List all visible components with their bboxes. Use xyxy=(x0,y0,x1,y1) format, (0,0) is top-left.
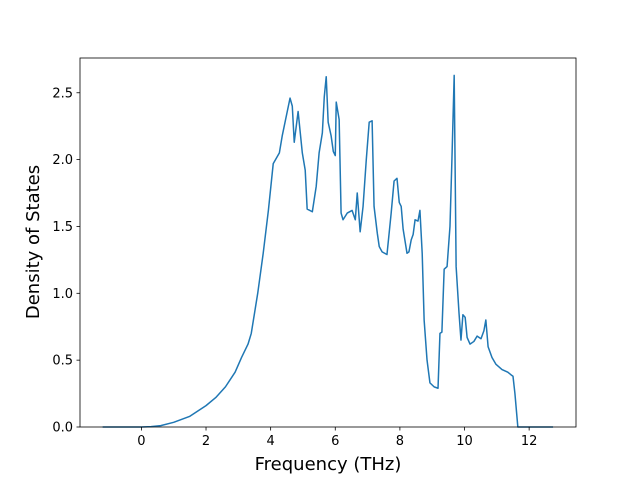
y-tick-label: 1.0 xyxy=(52,287,73,302)
x-tick-label: 12 xyxy=(521,434,538,449)
y-tick-label: 1.5 xyxy=(52,220,73,235)
y-tick-label: 2.5 xyxy=(52,86,73,101)
y-tick-label: 2.0 xyxy=(52,153,73,168)
y-axis-label: Density of States xyxy=(23,165,44,319)
x-tick-label: 0 xyxy=(137,434,145,449)
plot-frame xyxy=(79,57,577,428)
x-axis-label: Frequency (THz) xyxy=(255,454,402,475)
y-tick-label: 0.0 xyxy=(52,421,73,436)
x-tick-label: 8 xyxy=(396,434,404,449)
x-tick-label: 2 xyxy=(202,434,210,449)
x-tick-label: 10 xyxy=(456,434,473,449)
data-line xyxy=(102,74,554,428)
x-tick-label: 6 xyxy=(331,434,339,449)
x-tick-label: 4 xyxy=(267,434,275,449)
y-tick-label: 0.5 xyxy=(52,354,73,369)
